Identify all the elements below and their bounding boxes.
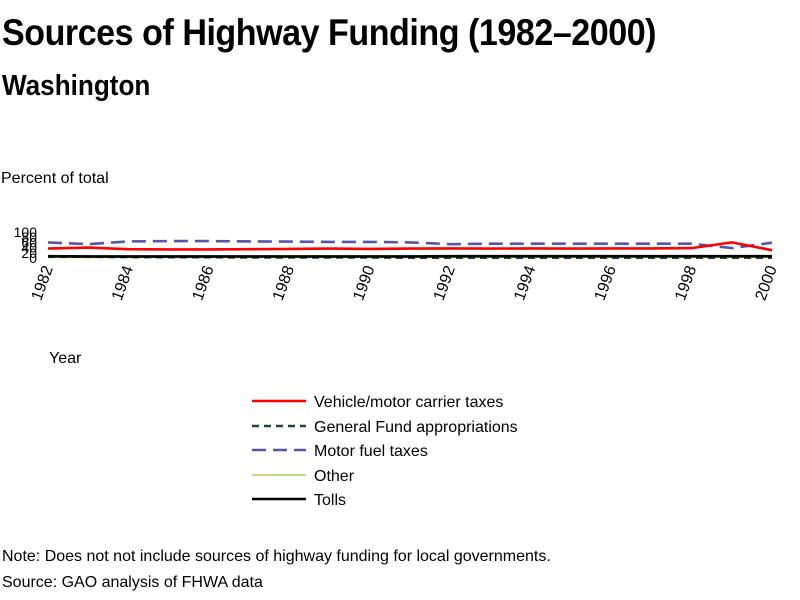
legend-label: Other xyxy=(314,467,355,485)
legend-label: General Fund appropriations xyxy=(314,418,518,436)
y-tick-label: 60 xyxy=(21,234,37,250)
legend-label: Tolls xyxy=(314,492,347,509)
x-tick-label: 1998 xyxy=(672,263,700,302)
x-tick-label: 1992 xyxy=(431,263,459,302)
chart-title: Sources of Highway Funding (1982–2000) xyxy=(2,12,657,53)
y-axis-label: Percent of total xyxy=(1,170,109,187)
x-tick-label: 2000 xyxy=(753,263,781,302)
x-tick-label: 1990 xyxy=(350,263,378,302)
x-axis-label: Year xyxy=(49,350,82,367)
chart-note: Note: Does not not include sources of hi… xyxy=(2,548,551,565)
y-tick-label: 20 xyxy=(21,245,37,261)
legend-swatch xyxy=(252,399,306,403)
y-tick-label: 40 xyxy=(21,240,37,256)
x-tick-label: 1986 xyxy=(189,263,217,302)
y-tick-label: 80 xyxy=(21,229,37,245)
legend-swatch xyxy=(252,448,306,452)
series-line-vehicle-motor-carrier-taxes xyxy=(47,241,773,252)
x-axis: 1982 1984 1986 1988 1990 1992 1994 1996 1998 2000 xyxy=(29,263,781,302)
x-tick-label: 1988 xyxy=(270,263,298,302)
x-tick-label: 1982 xyxy=(29,263,57,302)
chart-subtitle: Washington xyxy=(2,70,151,102)
series-lines xyxy=(47,239,773,260)
x-tick-label: 1994 xyxy=(511,263,539,302)
x-tick-label: 1984 xyxy=(109,263,137,302)
legend-swatch xyxy=(252,473,306,476)
x-tick-label: 1996 xyxy=(592,263,620,302)
series-line-motor-fuel-taxes xyxy=(47,239,773,250)
legend-label: Motor fuel taxes xyxy=(314,443,428,460)
y-tick-label: 100 xyxy=(14,224,38,240)
legend-swatch xyxy=(252,497,306,501)
legend-swatch xyxy=(252,424,306,427)
chart-source: Source: GAO analysis of FHWA data xyxy=(2,574,263,591)
y-tick-label: 0 xyxy=(29,250,37,266)
legend-label: Vehicle/motor carrier taxes xyxy=(314,394,504,411)
